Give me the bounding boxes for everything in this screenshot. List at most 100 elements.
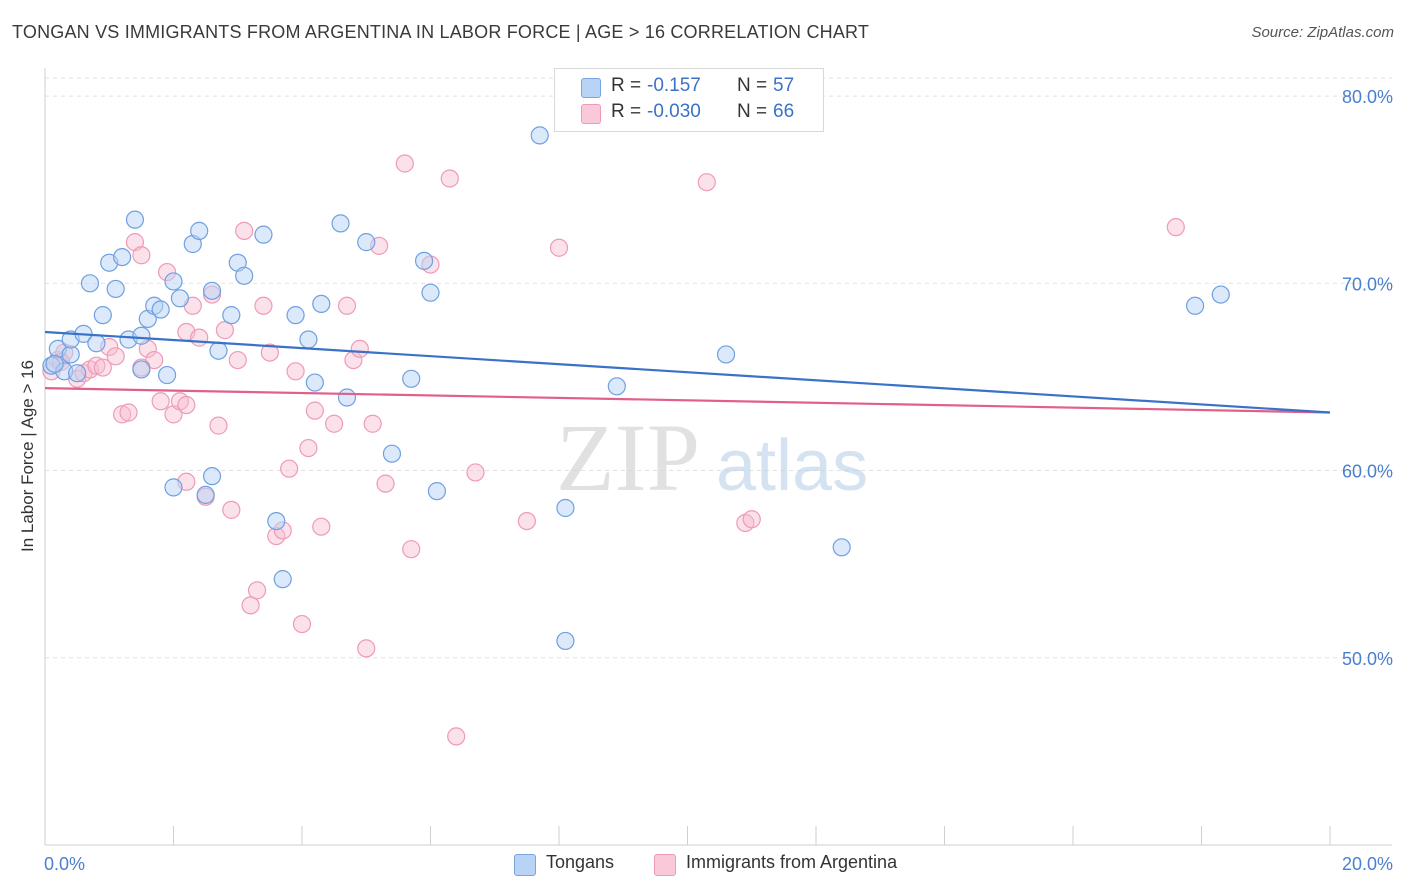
tongan-point [299,330,318,349]
tongan-point [132,360,151,379]
tongan-point [202,467,222,486]
tongan-point [607,377,626,396]
argentina-point [190,328,209,347]
correlation-legend: R = -0.157 N = 57 R = -0.030 N = 66 [554,68,824,132]
argentina-point [363,414,382,433]
tongans-legend-swatch [514,854,536,876]
argentina-point [350,339,369,358]
argentina-point [286,362,305,381]
argentina-point [292,614,312,634]
tongan-point [132,326,151,345]
tongan-point [106,279,125,299]
tongan-point [402,369,421,388]
argentina-point [209,416,228,435]
tongan-point [530,126,549,145]
watermark-atlas: atlas [716,426,868,506]
trend-lines [44,330,1331,414]
argentina-trend-line [44,387,1331,414]
argentina-point [742,510,761,529]
argentina-point [376,474,395,493]
tongan-point [273,570,292,589]
argentina-point [395,154,414,173]
gridlines [45,77,1392,659]
tongan-points [42,126,1230,651]
tongan-point [164,272,183,291]
tongan-point [222,306,241,325]
tongan-point [125,210,145,229]
tongan-point [190,221,209,240]
tongan-point [357,233,376,252]
n-label: N = [737,75,768,96]
tongans-swatch [581,78,601,98]
argentina-point [260,343,279,362]
argentina-point [125,233,145,252]
tongan-point [1185,296,1205,315]
argentina-point [106,347,125,366]
tongan-point [68,364,87,383]
argentina-point [222,500,241,519]
argentina-point [325,414,344,433]
tongan-point [209,341,228,360]
argentina-point [447,727,466,746]
tongan-point [254,225,273,244]
argentina-legend-swatch [654,854,676,876]
argentina-point [112,405,132,424]
argentina-point [228,350,247,370]
argentina-points [42,154,1185,746]
argentina-point [305,401,324,420]
argentina-point [312,517,331,536]
legend-row-argentina: R = -0.030 N = 66 [555,101,823,125]
argentina-point [254,296,273,315]
watermark-zip: ZIP [556,404,700,511]
tongan-point [331,214,350,233]
tongan-point [312,294,331,314]
argentina-point [247,581,267,600]
argentina-point [164,405,183,424]
y-tick-label: 80.0% [1342,87,1393,107]
argentina-point [241,596,260,615]
tongan-point [267,511,286,531]
tongan-point [196,485,215,504]
argentina-point [440,169,459,188]
tongans-trend-line [44,330,1331,414]
argentina-point [215,321,234,340]
tongan-point [202,281,222,300]
tongan-point [1211,285,1230,304]
argentina-point [280,459,299,478]
tongan-point [414,251,434,270]
tongan-point [556,631,575,651]
tick-labels: 50.0% 60.0% 70.0% 80.0% 0.0% 20.0% [44,87,1393,874]
argentina-point [697,173,716,192]
y-tick-label: 70.0% [1342,274,1393,294]
argentina-point [235,221,254,240]
tongan-point [80,274,100,293]
argentina-legend-label: Immigrants from Argentina [686,852,898,872]
legend-row-tongans: R = -0.157 N = 57 [555,75,823,99]
r-label: R = [611,75,642,96]
tongan-point [421,283,440,302]
tongan-point [382,444,402,463]
tongan-point [286,306,305,325]
argentina-swatch [581,104,601,124]
argentina-n-value: 66 [773,101,795,122]
r-label: R = [611,101,642,122]
y-tick-label: 50.0% [1342,649,1393,669]
tongans-n-value: 57 [773,75,795,96]
tongan-point [151,300,170,319]
argentina-point [357,639,376,658]
argentina-point [177,395,196,415]
argentina-point [87,356,106,375]
argentina-r-value: -0.030 [647,101,701,122]
argentina-point [466,463,485,482]
argentina-point [1166,218,1185,237]
tongan-point [170,289,190,308]
argentina-point [549,238,569,257]
tongan-point [164,478,183,497]
argentina-point [299,438,318,458]
tongan-point [337,388,357,407]
chart-title: TONGAN VS IMMIGRANTS FROM ARGENTINA IN L… [12,22,870,42]
y-tick-label: 60.0% [1342,462,1393,482]
axes [44,68,1392,846]
argentina-point [93,358,112,377]
